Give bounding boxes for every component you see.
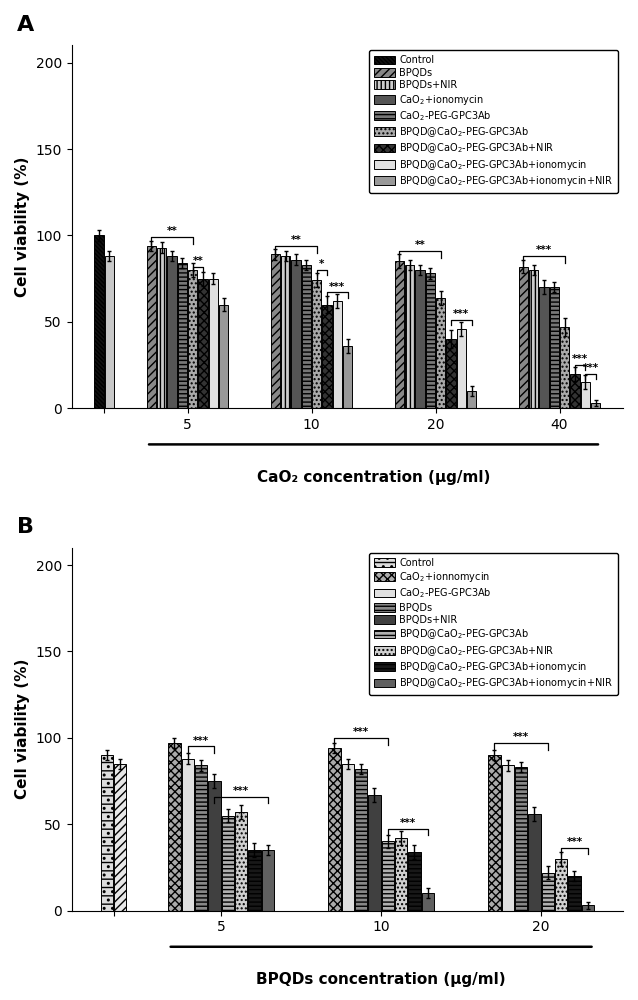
Bar <box>446 339 456 408</box>
Bar <box>342 764 354 910</box>
Bar <box>281 256 290 408</box>
Bar <box>209 279 218 408</box>
Bar <box>157 248 167 408</box>
Text: ***: *** <box>453 309 470 319</box>
Bar <box>302 265 311 408</box>
Bar <box>467 391 477 408</box>
Bar <box>177 263 187 408</box>
Text: BPQDs concentration (μg/ml): BPQDs concentration (μg/ml) <box>256 972 506 987</box>
Text: ***: *** <box>567 837 582 847</box>
Bar <box>114 764 126 910</box>
Bar <box>188 270 197 408</box>
Text: CaO₂ concentration (μg/ml): CaO₂ concentration (μg/ml) <box>257 470 490 485</box>
Bar <box>519 267 528 408</box>
Bar <box>426 273 435 408</box>
Text: **: ** <box>167 226 177 236</box>
Text: ***: *** <box>233 786 249 796</box>
Bar <box>248 850 260 910</box>
Text: ***: *** <box>353 727 369 737</box>
Bar <box>329 748 341 910</box>
Bar <box>501 765 514 910</box>
Y-axis label: Cell viability (%): Cell viability (%) <box>15 659 30 799</box>
Bar <box>292 260 300 408</box>
Bar <box>271 254 280 408</box>
Bar <box>457 329 466 408</box>
Bar <box>94 235 104 408</box>
Legend: Control, BPQDs, BPQDs+NIR, CaO$_2$+ionomycin, CaO$_2$-PEG-GPC3Ab, BPQD@CaO$_2$-P: Control, BPQDs, BPQDs+NIR, CaO$_2$+ionom… <box>369 50 618 193</box>
Bar <box>167 256 177 408</box>
Bar <box>560 327 570 408</box>
Bar <box>591 403 600 408</box>
Bar <box>395 838 407 910</box>
Text: **: ** <box>291 235 301 245</box>
Y-axis label: Cell viability (%): Cell viability (%) <box>15 157 30 297</box>
Bar <box>539 287 549 408</box>
Bar <box>395 261 404 408</box>
Bar <box>422 893 434 910</box>
Text: **: ** <box>193 256 204 266</box>
Bar <box>262 850 274 910</box>
Bar <box>549 287 559 408</box>
Bar <box>322 305 332 408</box>
Text: ***: *** <box>572 354 588 364</box>
Text: ***: *** <box>513 732 529 742</box>
Bar <box>147 246 156 408</box>
Bar <box>555 859 567 910</box>
Bar <box>436 298 445 408</box>
Bar <box>332 301 342 408</box>
Bar <box>198 279 208 408</box>
Bar <box>515 767 527 910</box>
Bar <box>235 812 248 910</box>
Bar <box>415 270 425 408</box>
Bar <box>529 270 538 408</box>
Bar <box>368 795 381 910</box>
Bar <box>382 841 394 910</box>
Bar <box>209 781 221 910</box>
Bar <box>488 755 501 910</box>
Text: ***: *** <box>582 363 598 373</box>
Bar <box>408 852 420 910</box>
Text: ***: *** <box>400 818 416 828</box>
Text: ***: *** <box>536 245 552 255</box>
Text: **: ** <box>415 240 426 250</box>
Bar <box>221 816 234 910</box>
Bar <box>168 743 181 910</box>
Bar <box>528 814 540 910</box>
Bar <box>542 873 554 910</box>
Text: ***: *** <box>329 282 345 292</box>
Text: B: B <box>17 517 34 537</box>
Bar <box>219 305 228 408</box>
Bar <box>582 905 594 910</box>
Bar <box>182 759 194 910</box>
Bar <box>405 265 415 408</box>
Bar <box>101 755 113 910</box>
Bar <box>570 374 580 408</box>
Bar <box>343 346 352 408</box>
Bar <box>355 769 367 910</box>
Text: *: * <box>319 259 325 269</box>
Text: A: A <box>17 15 34 35</box>
Bar <box>105 256 114 408</box>
Bar <box>312 280 322 408</box>
Legend: Control, CaO$_2$+ionnomycin, CaO$_2$-PEG-GPC3Ab, BPQDs, BPQDs+NIR, BPQD@CaO$_2$-: Control, CaO$_2$+ionnomycin, CaO$_2$-PEG… <box>369 553 618 695</box>
Bar <box>581 382 590 408</box>
Bar <box>568 876 581 910</box>
Bar <box>195 765 207 910</box>
Text: ***: *** <box>193 736 209 746</box>
